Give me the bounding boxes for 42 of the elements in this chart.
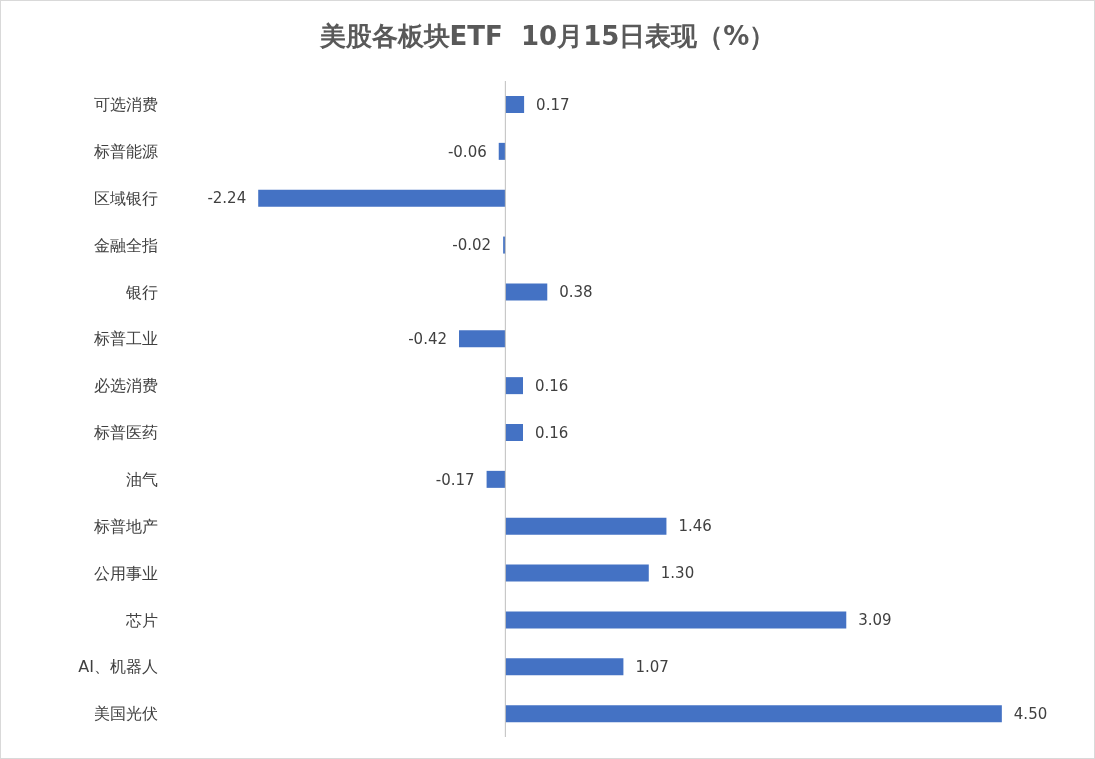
data-label: -0.17 xyxy=(435,470,475,489)
data-label: 0.16 xyxy=(535,376,569,395)
y-tick-label: 区域银行 xyxy=(94,188,158,208)
y-tick-label: 公用事业 xyxy=(94,563,158,583)
bar xyxy=(486,470,506,488)
y-tick-label: 标普能源 xyxy=(93,141,158,161)
bar xyxy=(505,705,1002,723)
y-tick-label: AI、机器人 xyxy=(78,657,158,677)
bar xyxy=(505,377,524,395)
data-label: -0.02 xyxy=(452,236,492,255)
data-label: 1.07 xyxy=(635,658,669,677)
chart-title: 美股各板块ETF 10月15日表现（%） xyxy=(318,20,777,53)
y-tick-label: 标普工业 xyxy=(93,329,158,349)
bar xyxy=(459,330,506,348)
y-tick-label: 标普地产 xyxy=(93,516,158,536)
bar xyxy=(505,564,649,582)
data-label: 4.50 xyxy=(1013,704,1048,723)
bar xyxy=(505,424,524,441)
data-label: -2.24 xyxy=(207,189,247,208)
bar xyxy=(258,189,506,207)
data-label: -0.42 xyxy=(408,330,448,349)
bar xyxy=(498,142,506,160)
data-label: 3.09 xyxy=(858,611,892,630)
bar xyxy=(505,611,847,629)
bar xyxy=(505,283,548,301)
y-tick-label: 芯片 xyxy=(125,610,158,630)
y-tick-label: 可选消费 xyxy=(94,95,158,115)
y-tick-label: 银行 xyxy=(125,282,158,302)
data-label: 1.46 xyxy=(678,517,712,536)
y-tick-label: 标普医药 xyxy=(93,423,158,443)
y-tick-label: 油气 xyxy=(126,469,158,489)
y-tick-label: 金融全指 xyxy=(94,235,158,255)
data-label: -0.06 xyxy=(447,142,487,161)
data-label: 0.16 xyxy=(535,423,569,442)
bar xyxy=(505,658,624,676)
y-tick-label: 必选消费 xyxy=(94,376,158,396)
bar xyxy=(505,96,525,113)
data-label: 0.17 xyxy=(536,95,570,114)
bar xyxy=(505,517,667,535)
data-label: 0.38 xyxy=(559,283,593,302)
data-label: 1.30 xyxy=(660,564,695,583)
y-tick-label: 美国光伏 xyxy=(94,704,158,724)
